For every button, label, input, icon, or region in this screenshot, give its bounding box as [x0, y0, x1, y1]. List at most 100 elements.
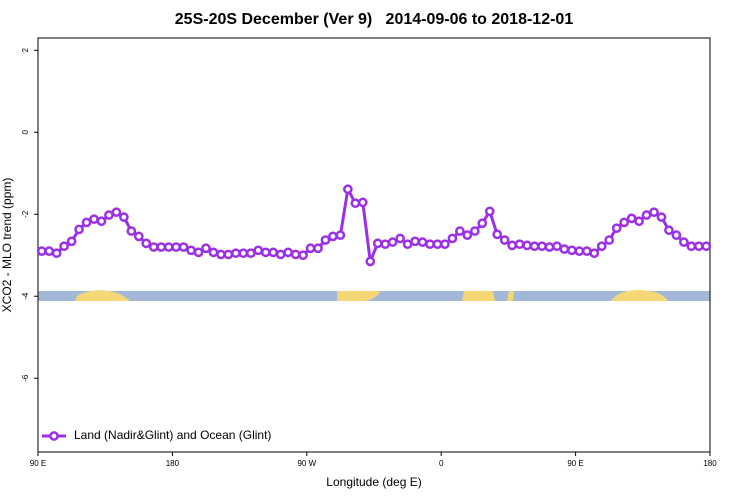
point: [231, 248, 241, 259]
point: [365, 256, 376, 267]
point: [514, 239, 525, 250]
point: [477, 218, 488, 229]
point: [484, 206, 495, 217]
point: [589, 248, 600, 259]
y-tick-label: 0: [21, 130, 30, 135]
point: [283, 247, 293, 258]
point: [104, 210, 114, 220]
point: [141, 238, 152, 249]
x-tick-label: 90 E: [567, 459, 583, 468]
land-segment: [611, 290, 668, 301]
point: [462, 230, 473, 241]
point: [260, 247, 271, 258]
point: [432, 239, 443, 250]
point: [522, 240, 532, 251]
point: [417, 237, 428, 247]
land-ocean-band: [38, 290, 710, 301]
point: [350, 198, 361, 209]
point: [119, 212, 129, 222]
point: [193, 247, 204, 258]
point: [290, 249, 301, 260]
point: [529, 241, 540, 252]
point: [671, 230, 682, 241]
y-tick-label: -2: [21, 210, 30, 218]
point: [679, 237, 689, 247]
point: [455, 226, 465, 236]
point: [641, 210, 652, 220]
point: [395, 233, 405, 244]
point: [51, 248, 62, 259]
point: [656, 212, 667, 222]
point: [499, 235, 510, 245]
point: [96, 216, 107, 227]
point: [148, 242, 159, 252]
point: [507, 240, 517, 251]
point: [74, 224, 84, 235]
point: [44, 246, 55, 256]
point: [567, 245, 577, 256]
legend-marker: [49, 431, 59, 441]
point: [89, 214, 99, 225]
point: [156, 242, 167, 252]
point: [357, 197, 368, 208]
x-tick-label: 180: [166, 459, 180, 468]
point: [619, 217, 629, 228]
point: [216, 249, 226, 260]
point: [335, 230, 346, 241]
y-axis-label: XCO2 - MLO trend (ppm): [0, 178, 14, 313]
point: [402, 239, 413, 250]
point: [298, 250, 308, 261]
x-tick-label: 180: [703, 459, 717, 468]
point: [469, 226, 480, 236]
point: [701, 241, 712, 252]
legend-label: Land (Nadir&Glint) and Ocean (Glint): [74, 428, 271, 442]
point: [275, 249, 286, 260]
point: [208, 247, 219, 258]
point: [559, 244, 570, 254]
x-axis-label: Longitude (deg E): [326, 475, 421, 489]
point: [245, 248, 256, 259]
point: [552, 241, 562, 252]
point: [178, 242, 189, 252]
point: [387, 237, 398, 247]
point: [66, 236, 77, 247]
series-line: [41, 184, 707, 268]
point: [440, 239, 450, 250]
point: [253, 245, 264, 256]
point: [686, 241, 697, 252]
land-segment: [462, 291, 495, 301]
y-tick-label: -6: [21, 374, 30, 382]
x-tick-label: 0: [439, 459, 444, 468]
point: [649, 207, 659, 218]
point: [305, 243, 316, 254]
point: [425, 239, 435, 250]
y-tick-label: 2: [21, 48, 30, 53]
point: [36, 246, 47, 256]
point: [171, 242, 181, 252]
point: [313, 243, 323, 254]
land-segment: [507, 291, 514, 301]
point: [596, 241, 607, 252]
point: [664, 225, 674, 236]
point: [372, 238, 383, 249]
x-tick-label: 90 E: [30, 459, 46, 468]
point: [492, 229, 503, 240]
point: [328, 231, 338, 242]
point: [186, 245, 196, 256]
point: [537, 241, 547, 252]
point: [604, 235, 615, 245]
point: [626, 213, 637, 224]
point: [574, 246, 585, 256]
point: [133, 231, 144, 242]
x-tick-label: 90 W: [297, 459, 316, 468]
point: [693, 241, 704, 252]
point: [343, 184, 353, 195]
point: [410, 236, 420, 247]
point: [238, 248, 249, 259]
point: [111, 207, 122, 218]
point: [81, 217, 92, 228]
point: [581, 246, 592, 256]
point: [223, 249, 234, 260]
point: [126, 226, 137, 236]
